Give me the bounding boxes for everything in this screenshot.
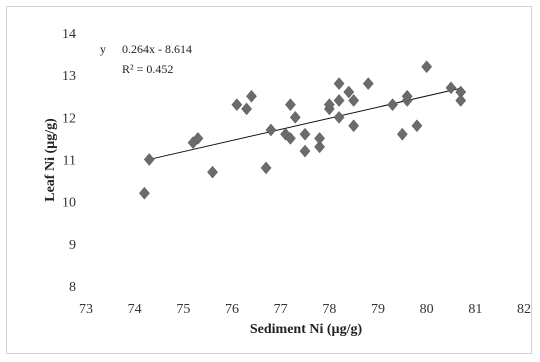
- data-point: [411, 119, 423, 133]
- x-tick-labels: 73 74 75 76 77 78 79 80 81 82: [79, 302, 531, 317]
- data-point: [333, 94, 345, 107]
- y-axis-title: Leaf Ni (µg/g): [43, 118, 58, 202]
- data-point: [246, 89, 257, 103]
- data-point: [396, 127, 408, 141]
- x-tick-label: 74: [128, 302, 142, 317]
- data-point: [284, 98, 296, 112]
- x-axis-title: Sediment Ni (µg/g): [250, 322, 363, 337]
- data-point: [401, 89, 413, 103]
- data-point: [284, 132, 296, 145]
- x-tick-label: 82: [517, 302, 531, 317]
- x-tick-label: 73: [79, 302, 93, 317]
- data-point: [362, 77, 374, 90]
- x-tick-label: 75: [176, 302, 190, 317]
- data-point: [192, 132, 204, 145]
- data-point: [455, 94, 467, 107]
- y-tick-label: 14: [62, 27, 76, 42]
- x-tick-label: 80: [420, 302, 434, 317]
- data-point: [260, 161, 272, 175]
- data-point: [299, 144, 311, 158]
- data-point: [445, 81, 457, 95]
- data-point: [265, 123, 277, 137]
- data-point: [421, 60, 433, 74]
- y-tick-label: 13: [62, 69, 76, 84]
- x-tick-label: 76: [225, 302, 239, 317]
- data-point: [241, 102, 253, 116]
- data-point: [314, 140, 326, 154]
- data-point: [289, 110, 301, 124]
- data-point: [314, 132, 326, 145]
- data-point: [143, 153, 155, 166]
- y-tick-label: 11: [63, 154, 76, 169]
- data-point: [387, 98, 399, 112]
- data-point: [138, 186, 150, 200]
- data-points: [138, 60, 467, 200]
- data-point: [323, 98, 335, 112]
- r-squared-label: R² = 0.452: [122, 62, 173, 76]
- y-tick-labels: 8 9 10 11 12 13 14: [62, 27, 76, 295]
- data-point: [333, 77, 345, 90]
- y-tick-label: 9: [69, 238, 76, 253]
- y-tick-label: 8: [69, 280, 76, 295]
- x-tick-label: 78: [322, 302, 336, 317]
- x-tick-label: 81: [468, 302, 482, 317]
- y-tick-label: 12: [62, 111, 76, 126]
- data-point: [299, 127, 311, 141]
- data-point: [207, 165, 218, 179]
- x-tick-label: 77: [274, 302, 288, 317]
- data-point: [348, 94, 360, 107]
- regression-equation: 0.264x - 8.614: [122, 42, 192, 56]
- data-point: [333, 110, 345, 124]
- data-point: [231, 98, 243, 112]
- data-point: [343, 85, 355, 99]
- x-tick-label: 79: [371, 302, 385, 317]
- data-point: [348, 119, 360, 133]
- equation-prefix: y: [100, 42, 106, 56]
- chart-frame: [6, 6, 532, 354]
- y-tick-label: 10: [62, 196, 76, 211]
